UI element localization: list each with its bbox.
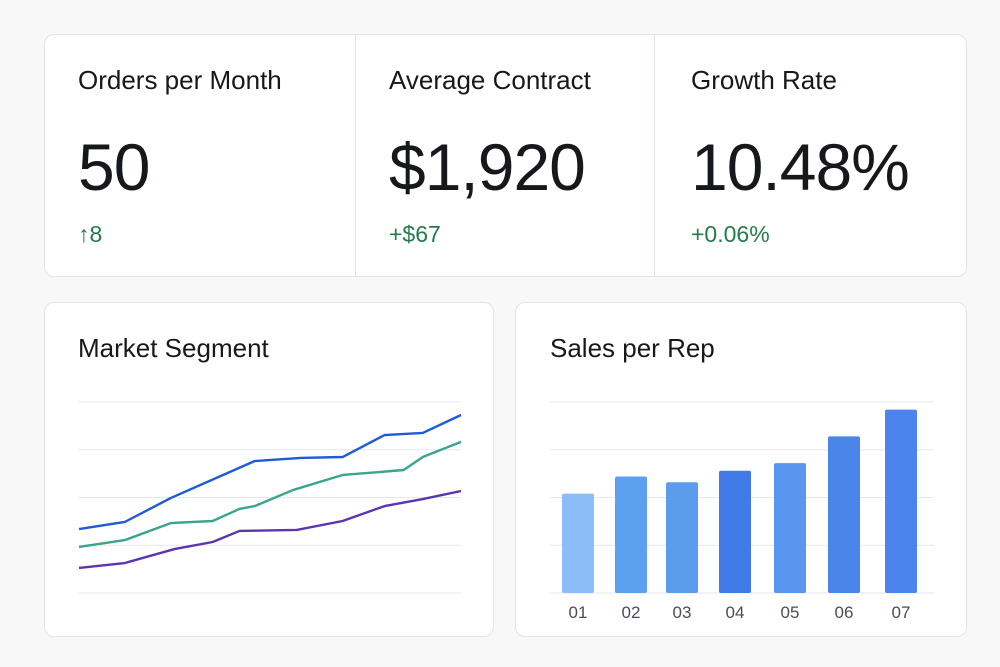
kpi-value: $1,920 (389, 130, 586, 204)
kpi-value: 50 (78, 130, 150, 204)
bar-06 (828, 436, 860, 593)
kpi-orders-per-month: Orders per Month 50 ↑8 (45, 35, 356, 276)
line-series-1 (78, 413, 462, 531)
bar-04 (719, 470, 751, 593)
bar-05 (774, 463, 806, 593)
x-tick-label: 02 (622, 603, 641, 622)
sales-per-rep-card: Sales per Rep 01 02 03 04 05 06 07 (515, 302, 967, 637)
chart-title: Market Segment (78, 333, 269, 363)
kpi-title: Orders per Month (78, 65, 282, 95)
kpi-value: 10.48% (691, 130, 910, 204)
kpi-growth-rate: Growth Rate 10.48% +0.06% (655, 35, 966, 276)
x-tick-label: 04 (726, 603, 745, 622)
chart-title: Sales per Rep (550, 333, 715, 363)
x-tick-label: 03 (673, 603, 692, 622)
x-tick-label: 01 (569, 603, 588, 622)
kpi-delta: +0.06% (691, 221, 770, 247)
x-tick-label: 07 (892, 603, 911, 622)
bar-02 (615, 476, 647, 593)
line-chart (78, 401, 462, 594)
kpi-delta: +$67 (389, 221, 441, 247)
market-segment-card: Market Segment (44, 302, 494, 637)
x-tick-label: 06 (835, 603, 854, 622)
kpi-panel: Orders per Month 50 ↑8 Average Contract … (44, 34, 967, 277)
kpi-average-contract: Average Contract $1,920 +$67 (356, 35, 655, 276)
kpi-title: Growth Rate (691, 65, 837, 95)
bar-chart: 01 02 03 04 05 06 07 (550, 401, 934, 622)
kpi-delta: ↑8 (78, 221, 103, 247)
x-tick-label: 05 (781, 603, 800, 622)
bar-01 (562, 493, 594, 593)
bar-07 (885, 409, 917, 593)
line-series-2 (78, 440, 462, 549)
line-series-3 (78, 489, 462, 570)
kpi-title: Average Contract (389, 65, 591, 95)
bar-03 (666, 482, 698, 593)
